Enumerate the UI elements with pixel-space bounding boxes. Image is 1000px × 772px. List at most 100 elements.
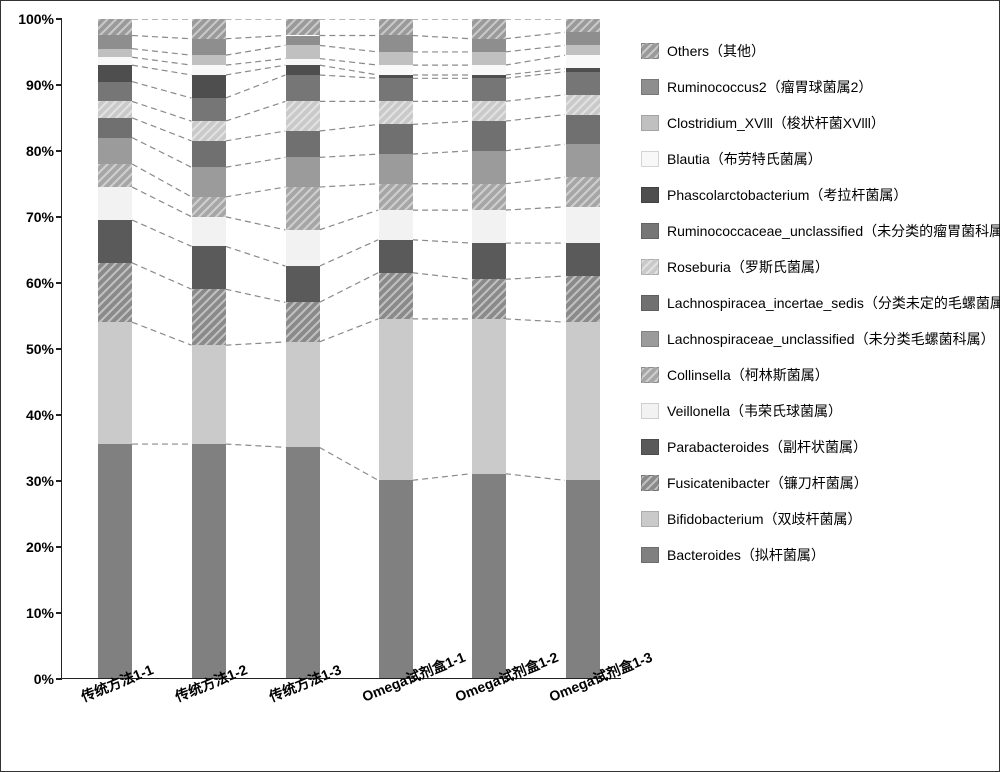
y-tick-mark bbox=[56, 678, 62, 680]
legend-label: Bacteroides（拟杆菌属） bbox=[667, 545, 825, 565]
bar-segment bbox=[472, 474, 506, 678]
bar-segment bbox=[98, 444, 132, 678]
legend-label: Collinsella（柯林斯菌属） bbox=[667, 365, 829, 385]
bar-segment bbox=[472, 39, 506, 52]
bar-segment bbox=[379, 210, 413, 240]
legend-swatch bbox=[641, 151, 659, 167]
legend-swatch bbox=[641, 475, 659, 491]
bar-segment bbox=[286, 230, 320, 266]
bar-segment bbox=[566, 68, 600, 71]
legend-item: Collinsella（柯林斯菌属） bbox=[641, 365, 991, 385]
bar bbox=[98, 19, 132, 678]
bar-segment bbox=[286, 75, 320, 101]
chart-frame: 0%10%20%30%40%50%60%70%80%90%100%传统方法1-1… bbox=[0, 0, 1000, 772]
bar-segment bbox=[98, 118, 132, 138]
bar-segment bbox=[379, 240, 413, 273]
bar-segment bbox=[286, 59, 320, 66]
legend-swatch bbox=[641, 187, 659, 203]
bar-segment bbox=[472, 78, 506, 101]
bar-segment bbox=[98, 322, 132, 444]
y-tick-mark bbox=[56, 480, 62, 482]
bar-segment bbox=[286, 187, 320, 230]
bar-segment bbox=[98, 19, 132, 35]
bar-segment bbox=[192, 55, 226, 65]
bar-segment bbox=[566, 207, 600, 243]
legend-swatch bbox=[641, 367, 659, 383]
bar-segment bbox=[192, 141, 226, 167]
legend-label: Phascolarctobacterium（考拉杆菌属） bbox=[667, 185, 907, 205]
plot-area: 0%10%20%30%40%50%60%70%80%90%100%传统方法1-1… bbox=[61, 19, 621, 679]
bar-segment bbox=[566, 480, 600, 678]
x-tick-label: Omega试剂盒1-2 bbox=[452, 647, 561, 707]
legend-label: Others（其他） bbox=[667, 41, 765, 61]
legend-item: Phascolarctobacterium（考拉杆菌属） bbox=[641, 185, 991, 205]
legend-swatch bbox=[641, 115, 659, 131]
legend-swatch bbox=[641, 43, 659, 59]
legend-item: Bacteroides（拟杆菌属） bbox=[641, 545, 991, 565]
bar-segment bbox=[472, 75, 506, 78]
legend-swatch bbox=[641, 331, 659, 347]
y-tick-mark bbox=[56, 150, 62, 152]
bar-segment bbox=[379, 124, 413, 154]
bar-segment bbox=[566, 95, 600, 115]
bar-segment bbox=[286, 447, 320, 678]
bar-segment bbox=[286, 101, 320, 131]
x-tick-label: Omega试剂盒1-1 bbox=[359, 647, 468, 707]
bar-segment bbox=[472, 52, 506, 65]
legend-item: Lachnospiracea_incertae_sedis（分类未定的毛螺菌属） bbox=[641, 293, 991, 313]
y-tick-mark bbox=[56, 282, 62, 284]
bar-segment bbox=[192, 19, 226, 39]
bar-segment bbox=[472, 65, 506, 75]
bar-segment bbox=[192, 217, 226, 247]
legend-label: Ruminococcaceae_unclassified（未分类的瘤胃菌科属） bbox=[667, 221, 1000, 241]
legend-swatch bbox=[641, 439, 659, 455]
bar-segment bbox=[286, 36, 320, 46]
bar-segment bbox=[192, 65, 226, 75]
legend-swatch bbox=[641, 259, 659, 275]
bar-segment bbox=[566, 32, 600, 45]
bar-segment bbox=[98, 35, 132, 48]
legend-label: Ruminococcus2（瘤胃球菌属2） bbox=[667, 77, 872, 97]
legend-swatch bbox=[641, 223, 659, 239]
bar-segment bbox=[379, 319, 413, 480]
y-tick-mark bbox=[56, 18, 62, 20]
legend-label: Fusicatenibacter（镰刀杆菌属） bbox=[667, 473, 868, 493]
bar bbox=[192, 19, 226, 678]
bar-segment bbox=[98, 263, 132, 322]
legend-item: Blautia（布劳特氏菌属） bbox=[641, 149, 991, 169]
bar-segment bbox=[472, 19, 506, 39]
legend-swatch bbox=[641, 511, 659, 527]
bar-segment bbox=[379, 78, 413, 101]
legend-item: Veillonella（韦荣氏球菌属） bbox=[641, 401, 991, 421]
connector-lines bbox=[62, 19, 621, 678]
bar-segment bbox=[192, 167, 226, 197]
legend-item: Ruminococcus2（瘤胃球菌属2） bbox=[641, 77, 991, 97]
bar bbox=[566, 19, 600, 678]
bar-segment bbox=[286, 302, 320, 342]
bar-segment bbox=[98, 65, 132, 81]
bar-segment bbox=[472, 121, 506, 151]
bar-segment bbox=[192, 246, 226, 289]
bar-segment bbox=[286, 131, 320, 157]
bar-segment bbox=[98, 187, 132, 220]
bar-segment bbox=[566, 55, 600, 68]
bar-segment bbox=[192, 98, 226, 121]
y-tick-mark bbox=[56, 84, 62, 86]
legend-item: Fusicatenibacter（镰刀杆菌属） bbox=[641, 473, 991, 493]
bar-segment bbox=[98, 82, 132, 102]
legend-swatch bbox=[641, 79, 659, 95]
bar-segment bbox=[566, 19, 600, 32]
bar-segment bbox=[192, 121, 226, 141]
bar-segment bbox=[472, 210, 506, 243]
bar-segment bbox=[379, 101, 413, 124]
bar-segment bbox=[98, 138, 132, 164]
bar-segment bbox=[286, 266, 320, 302]
legend-item: Ruminococcaceae_unclassified（未分类的瘤胃菌科属） bbox=[641, 221, 991, 241]
y-tick-mark bbox=[56, 348, 62, 350]
bar-segment bbox=[566, 177, 600, 207]
bar-segment bbox=[98, 49, 132, 58]
legend-swatch bbox=[641, 547, 659, 563]
bar-segment bbox=[192, 197, 226, 217]
bar-segment bbox=[472, 101, 506, 121]
legend-label: Parabacteroides（副杆状菌属） bbox=[667, 437, 867, 457]
